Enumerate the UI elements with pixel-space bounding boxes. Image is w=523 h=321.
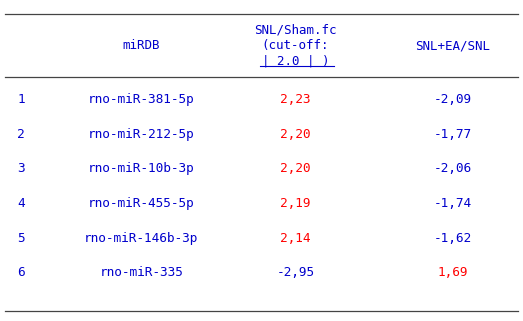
Text: rno-miR-455-5p: rno-miR-455-5p xyxy=(88,197,195,210)
Text: -2,06: -2,06 xyxy=(434,162,471,175)
Text: 6: 6 xyxy=(17,266,25,279)
Text: 2: 2 xyxy=(17,128,25,141)
Text: 2,14: 2,14 xyxy=(280,232,311,245)
Text: 2,19: 2,19 xyxy=(280,197,311,210)
Text: rno-miR-10b-3p: rno-miR-10b-3p xyxy=(88,162,195,175)
Text: rno-miR-212-5p: rno-miR-212-5p xyxy=(88,128,195,141)
Text: (cut-off:: (cut-off: xyxy=(262,39,329,52)
Text: miRDB: miRDB xyxy=(122,39,160,52)
Text: SNL+EA/SNL: SNL+EA/SNL xyxy=(415,39,490,52)
Text: -1,74: -1,74 xyxy=(434,197,471,210)
Text: 2,20: 2,20 xyxy=(280,128,311,141)
Text: | 2.0 | ): | 2.0 | ) xyxy=(262,55,329,67)
Text: -1,77: -1,77 xyxy=(434,128,471,141)
Text: 4: 4 xyxy=(17,197,25,210)
Text: 2,23: 2,23 xyxy=(280,93,311,106)
Text: SNL/Sham.fc: SNL/Sham.fc xyxy=(254,24,337,37)
Text: rno-miR-381-5p: rno-miR-381-5p xyxy=(88,93,195,106)
Text: 3: 3 xyxy=(17,162,25,175)
Text: -2,95: -2,95 xyxy=(277,266,314,279)
Text: 1: 1 xyxy=(17,93,25,106)
Text: -2,09: -2,09 xyxy=(434,93,471,106)
Text: rno-miR-146b-3p: rno-miR-146b-3p xyxy=(84,232,198,245)
Text: 5: 5 xyxy=(17,232,25,245)
Text: -1,62: -1,62 xyxy=(434,232,471,245)
Text: rno-miR-335: rno-miR-335 xyxy=(99,266,183,279)
Text: 2,20: 2,20 xyxy=(280,162,311,175)
Text: 1,69: 1,69 xyxy=(437,266,468,279)
